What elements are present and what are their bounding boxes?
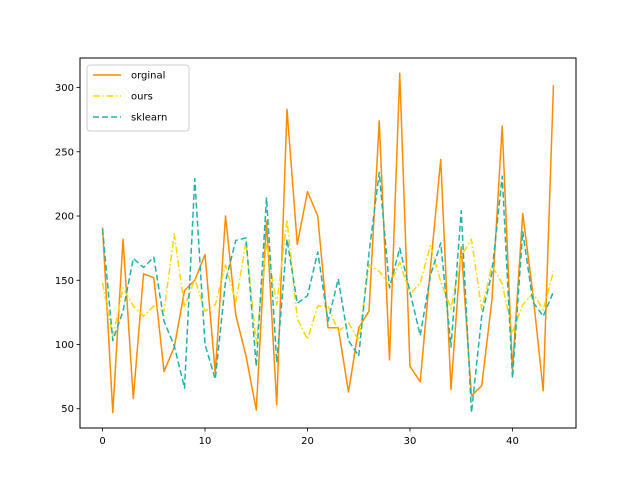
x-axis-ticks: 0 10 20 30 40: [99, 428, 519, 447]
y-tick-label: 300: [55, 83, 74, 94]
x-tick-label: 20: [301, 436, 314, 447]
legend-box: [86, 64, 190, 132]
legend-label-sklearn: sklearn: [131, 113, 167, 124]
y-tick-label: 250: [55, 147, 74, 158]
x-tick-label: 10: [199, 436, 212, 447]
x-tick-label: 30: [404, 436, 417, 447]
x-tick-label: 0: [99, 436, 105, 447]
series-lines: [101, 72, 555, 414]
y-axis-ticks: 50 100 150 200 250 300: [55, 83, 80, 415]
series-line-sklearn: [101, 171, 555, 414]
y-tick-label: 200: [55, 212, 74, 223]
y-tick-label: 150: [55, 276, 74, 287]
series-line-orginal: [101, 72, 555, 414]
legend-label-orginal: orginal: [131, 71, 165, 82]
legend-label-ours: ours: [131, 92, 153, 103]
y-tick-label: 100: [55, 340, 74, 351]
y-tick-label: 50: [61, 404, 74, 415]
legend: orginal ours sklearn: [86, 64, 190, 132]
x-tick-label: 40: [506, 436, 519, 447]
